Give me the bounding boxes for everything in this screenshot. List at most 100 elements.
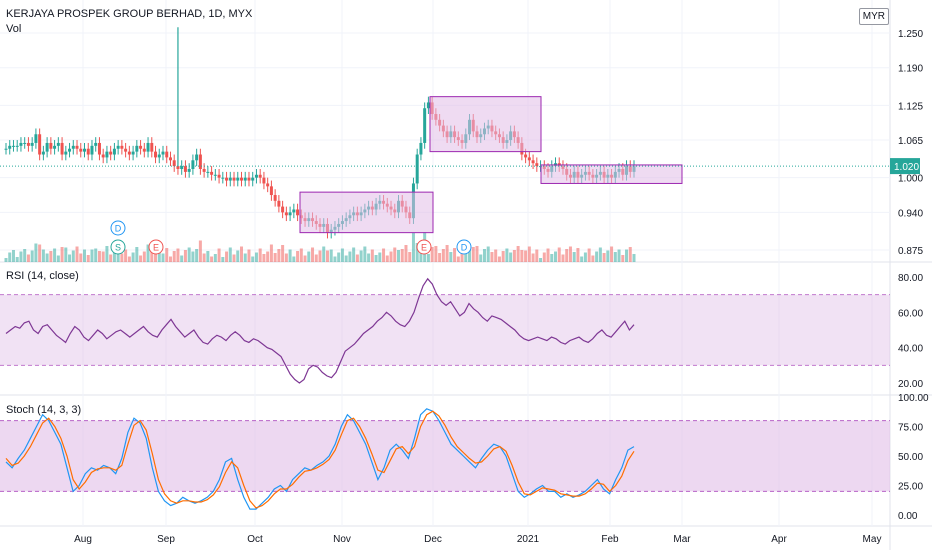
- candle-body: [288, 212, 292, 216]
- candle-body: [228, 177, 232, 181]
- volume-bar: [101, 251, 105, 262]
- volume-bar: [303, 255, 307, 262]
- volume-bar: [621, 255, 625, 262]
- event-marker: [416, 239, 432, 255]
- candle-body: [172, 160, 176, 167]
- volume-bar: [415, 243, 419, 262]
- stoch-tick-label: 100.00: [898, 393, 929, 404]
- volume-bar: [524, 250, 528, 262]
- volume-bar: [49, 251, 53, 262]
- volume-bar: [210, 256, 214, 262]
- volume-bar: [602, 253, 606, 262]
- candle-body: [45, 142, 49, 152]
- volume-bar: [284, 253, 288, 262]
- candle-body: [11, 145, 15, 147]
- x-tick-label: 2021: [517, 534, 540, 545]
- volume-bar: [400, 249, 404, 262]
- candle-body: [135, 145, 139, 152]
- volume-bar: [509, 252, 513, 262]
- y-tick-label: 1.250: [898, 29, 923, 40]
- candle-body: [198, 154, 202, 169]
- candle-body: [269, 186, 273, 196]
- x-tick-label: Aug: [74, 534, 92, 545]
- volume-bar: [497, 256, 501, 262]
- volume-bar: [228, 247, 232, 262]
- currency-button[interactable]: MYR: [858, 8, 889, 25]
- x-tick-label: May: [863, 534, 882, 545]
- volume-bar: [206, 251, 210, 262]
- y-tick-label: 0.940: [898, 208, 923, 219]
- candle-body: [49, 142, 53, 149]
- volume-bar: [191, 251, 195, 262]
- volume-bar: [587, 248, 591, 262]
- rsi-label: RSI (14, close): [6, 270, 79, 282]
- candle-body: [53, 145, 57, 149]
- volume-bar: [165, 248, 169, 262]
- volume-bar: [598, 247, 602, 262]
- volume-bar: [344, 255, 348, 262]
- volume-bar: [266, 251, 270, 262]
- rsi-line: [5, 277, 635, 384]
- rsi-tick-label: 60.00: [898, 308, 923, 319]
- volume-bar: [355, 254, 359, 262]
- volume-bar: [281, 245, 285, 262]
- volume-bar: [154, 249, 158, 262]
- volume-bar: [38, 244, 42, 262]
- candle-body: [225, 177, 229, 181]
- volume-bar: [542, 252, 546, 262]
- stoch-line-d: [5, 410, 635, 509]
- candle-body: [71, 145, 75, 149]
- volume-bar: [97, 251, 101, 262]
- candle-body: [19, 142, 23, 146]
- volume-bar: [157, 246, 161, 262]
- volume-bar: [45, 253, 49, 262]
- volume-bar: [550, 254, 554, 262]
- x-tick-label: Mar: [673, 534, 691, 545]
- range-box: [540, 164, 683, 184]
- volume-bar: [460, 252, 464, 262]
- volume-bar: [505, 248, 509, 262]
- volume-bar: [434, 246, 438, 262]
- range-box: [299, 191, 434, 234]
- event-marker: [110, 220, 126, 236]
- candle-body: [109, 151, 113, 155]
- stoch-tick-label: 25.00: [898, 482, 923, 493]
- volume-bar: [262, 254, 266, 262]
- volume-bar: [595, 251, 599, 262]
- candle-body: [273, 195, 277, 201]
- candle-body: [213, 174, 217, 176]
- event-marker-label: D: [461, 243, 468, 253]
- volume-bar: [105, 246, 109, 262]
- volume-bar: [486, 246, 490, 262]
- candle-body: [240, 177, 243, 181]
- candle-body: [38, 134, 42, 155]
- volume-bar: [411, 233, 415, 262]
- candle-body: [112, 148, 116, 155]
- volume-bar: [568, 246, 572, 262]
- volume-bar: [475, 246, 479, 262]
- volume-bar: [79, 253, 83, 262]
- volume-bar: [112, 249, 116, 262]
- volume-bar: [632, 254, 636, 262]
- candle-body: [284, 212, 288, 216]
- volume-bar: [183, 250, 187, 262]
- candle-body: [8, 145, 12, 149]
- candle-body: [183, 166, 187, 172]
- volume-bar: [269, 244, 273, 262]
- volume-bar: [382, 248, 386, 262]
- volume-bar: [94, 248, 98, 262]
- stoch-tick-label: 75.00: [898, 423, 923, 434]
- candle-body: [154, 151, 158, 158]
- candle-body: [251, 177, 255, 181]
- candle-body: [243, 177, 247, 181]
- volume-bar: [314, 254, 318, 262]
- rsi-tick-label: 80.00: [898, 273, 923, 284]
- volume-bar: [456, 256, 460, 262]
- event-marker: [110, 239, 126, 255]
- candle-body: [266, 183, 270, 187]
- volume-bar: [449, 252, 453, 262]
- volume-bar: [539, 258, 543, 262]
- candle-body: [86, 148, 90, 155]
- candle-body: [232, 177, 236, 181]
